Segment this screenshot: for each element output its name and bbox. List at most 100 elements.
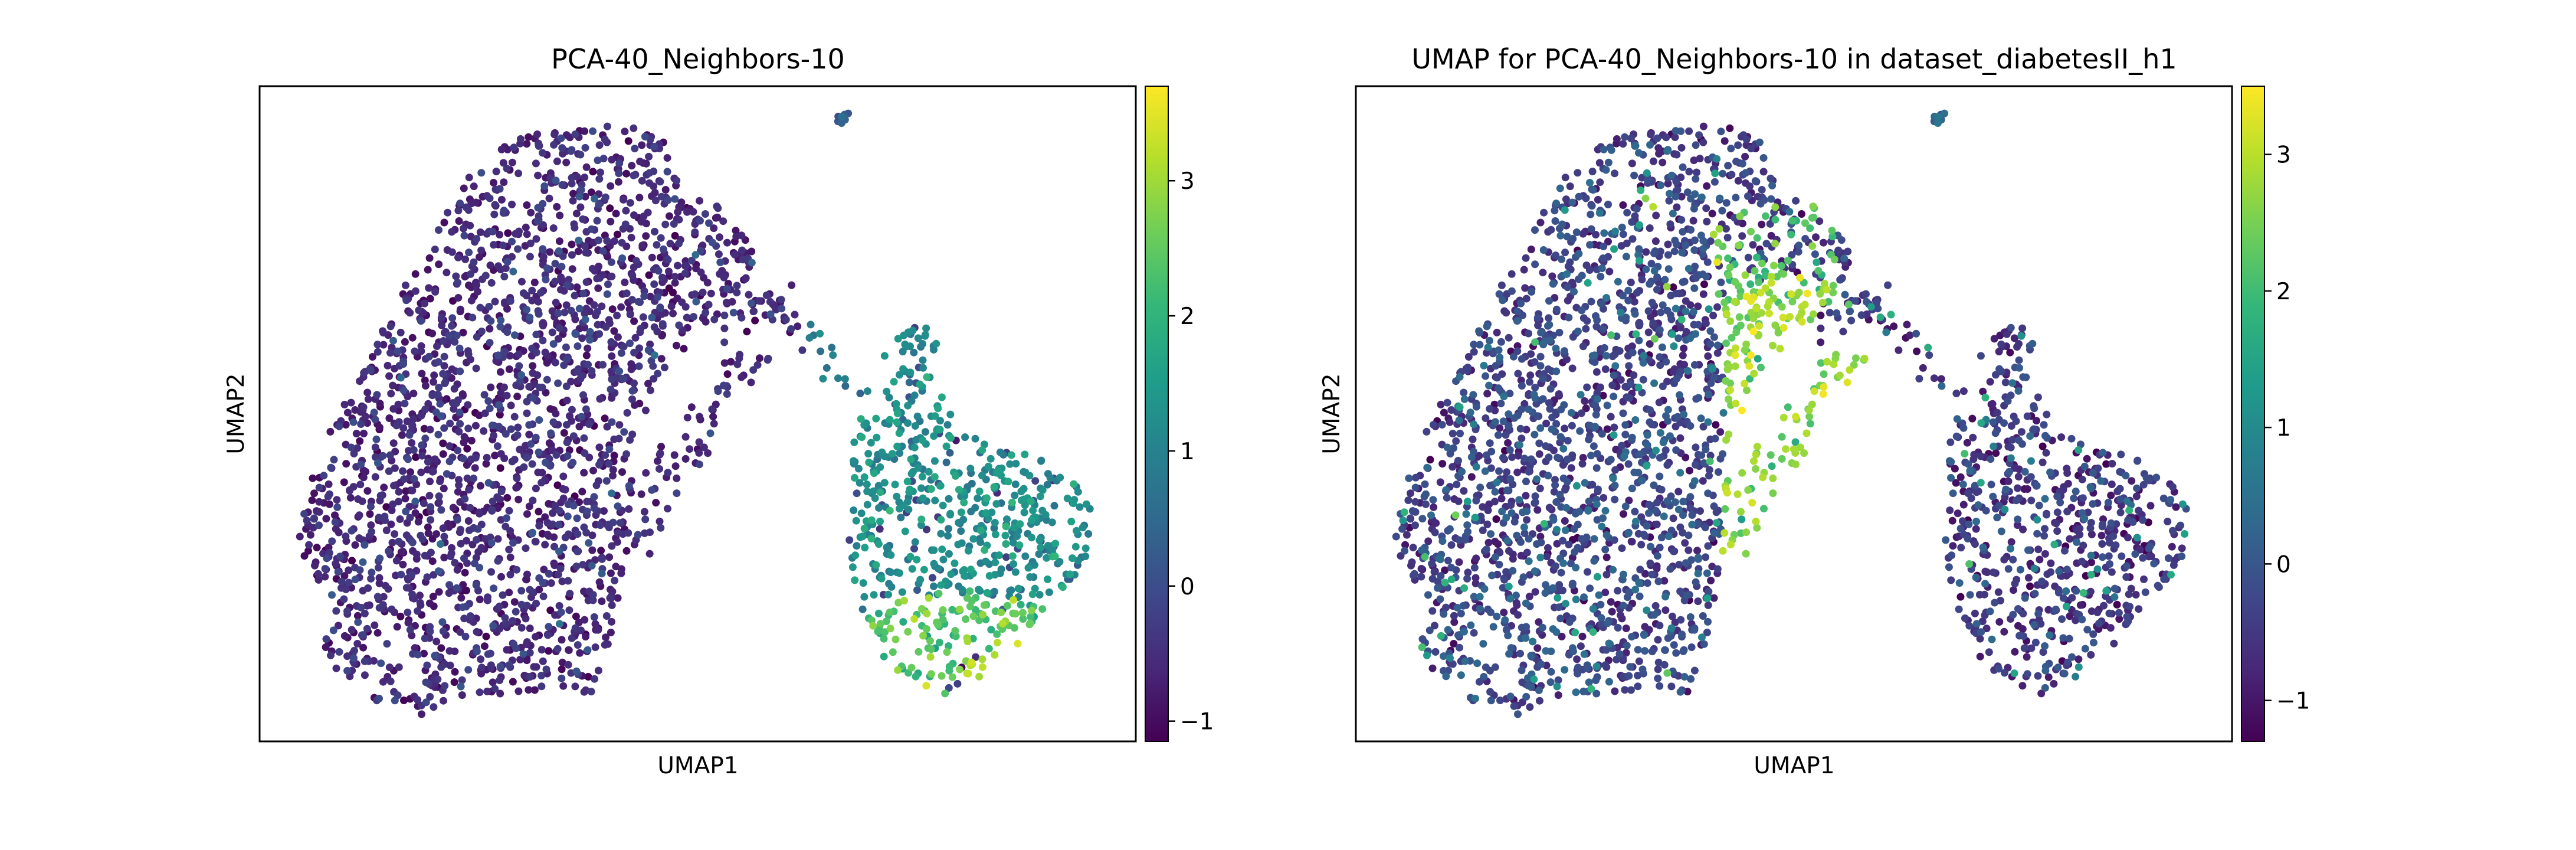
scatter-point — [2076, 601, 2085, 609]
scatter-point — [537, 289, 545, 297]
scatter-point — [477, 669, 486, 678]
scatter-point — [863, 480, 871, 489]
scatter-point — [1426, 456, 1434, 464]
scatter-point — [716, 233, 723, 241]
scatter-point — [1037, 544, 1045, 552]
scatter-point — [454, 294, 463, 302]
scatter-point — [1523, 548, 1531, 557]
scatter-point — [1411, 473, 1420, 482]
scatter-point — [440, 362, 448, 370]
scatter-point — [1482, 414, 1490, 422]
scatter-point — [1411, 483, 1420, 492]
scatter-point — [1965, 520, 1973, 528]
scatter-point — [695, 449, 703, 457]
scatter-point — [581, 127, 589, 135]
scatter-point — [371, 621, 379, 629]
scatter-point — [638, 241, 647, 250]
scatter-point — [1507, 270, 1516, 278]
scatter-point — [1497, 495, 1506, 503]
scatter-point — [540, 565, 548, 574]
scatter-point — [424, 529, 432, 537]
scatter-point — [422, 678, 430, 686]
scatter-point — [509, 678, 517, 686]
scatter-point — [568, 265, 576, 273]
scatter-point — [391, 464, 399, 472]
scatter-point — [1514, 611, 1522, 619]
scatter-point — [960, 498, 968, 506]
scatter-point — [738, 246, 746, 254]
scatter-point — [994, 466, 1002, 475]
scatter-point — [532, 663, 540, 671]
scatter-point — [867, 535, 876, 542]
scatter-point — [727, 358, 735, 366]
scatter-point — [1535, 450, 1543, 458]
scatter-point — [701, 210, 709, 218]
scatter-point — [426, 627, 434, 636]
scatter-point — [1491, 663, 1499, 671]
scatter-point — [1015, 541, 1024, 550]
scatter-point — [961, 571, 968, 580]
scatter-point — [542, 459, 549, 466]
scatter-point — [1690, 666, 1699, 675]
scatter-point — [876, 525, 884, 533]
scatter-point — [435, 384, 443, 392]
scatter-point — [487, 279, 496, 287]
scatter-point — [456, 420, 464, 428]
scatter-point — [480, 427, 488, 435]
scatter-point — [2122, 573, 2131, 581]
scatter-point — [926, 653, 935, 661]
scatter-point — [2056, 498, 2064, 506]
scatter-point — [408, 571, 416, 579]
scatter-point — [500, 455, 509, 462]
scatter-point — [463, 586, 470, 594]
scatter-point — [1583, 317, 1591, 325]
scatter-point — [610, 452, 618, 460]
scatter-point — [628, 296, 636, 304]
scatter-point — [656, 178, 664, 186]
scatter-point — [399, 386, 408, 394]
scatter-point — [333, 496, 341, 504]
scatter-point — [876, 518, 884, 525]
scatter-point — [1544, 365, 1552, 373]
scatter-point — [1640, 531, 1648, 539]
scatter-point — [375, 514, 383, 522]
scatter-point — [488, 506, 496, 514]
scatter-point — [958, 586, 966, 594]
scatter-point — [1708, 210, 1716, 218]
scatter-point — [609, 466, 617, 474]
scatter-point — [581, 309, 589, 318]
scatter-point — [390, 482, 398, 490]
scatter-point — [399, 467, 407, 475]
scatter-point — [748, 259, 756, 267]
scatter-point — [1972, 525, 1980, 533]
scatter-point — [2034, 610, 2043, 618]
scatter-point — [465, 486, 473, 494]
scatter-point — [572, 210, 581, 218]
scatter-point — [1619, 409, 1627, 417]
scatter-point — [644, 380, 652, 388]
scatter-point — [1767, 195, 1775, 203]
scatter-point — [436, 477, 444, 485]
scatter-point — [1715, 468, 1722, 476]
scatter-point — [1452, 437, 1460, 445]
scatter-point — [2026, 582, 2034, 590]
scatter-point — [2031, 639, 2040, 646]
scatter-point — [1635, 319, 1643, 328]
scatter-point — [1493, 374, 1501, 382]
scatter-point — [534, 204, 542, 212]
scatter-point — [396, 328, 405, 336]
scatter-point — [895, 505, 903, 513]
scatter-point — [654, 267, 663, 275]
scatter-point — [646, 340, 654, 348]
scatter-point — [1500, 576, 1509, 584]
scatter-point — [605, 445, 614, 453]
scatter-point — [1021, 450, 1029, 459]
scatter-point — [2132, 591, 2140, 599]
scatter-point — [486, 261, 494, 269]
scatter-point — [404, 619, 412, 627]
scatter-point — [2012, 496, 2020, 505]
scatter-point — [963, 638, 972, 646]
scatter-point — [1716, 428, 1725, 436]
scatter-point — [1762, 240, 1771, 248]
scatter-point — [562, 158, 571, 166]
